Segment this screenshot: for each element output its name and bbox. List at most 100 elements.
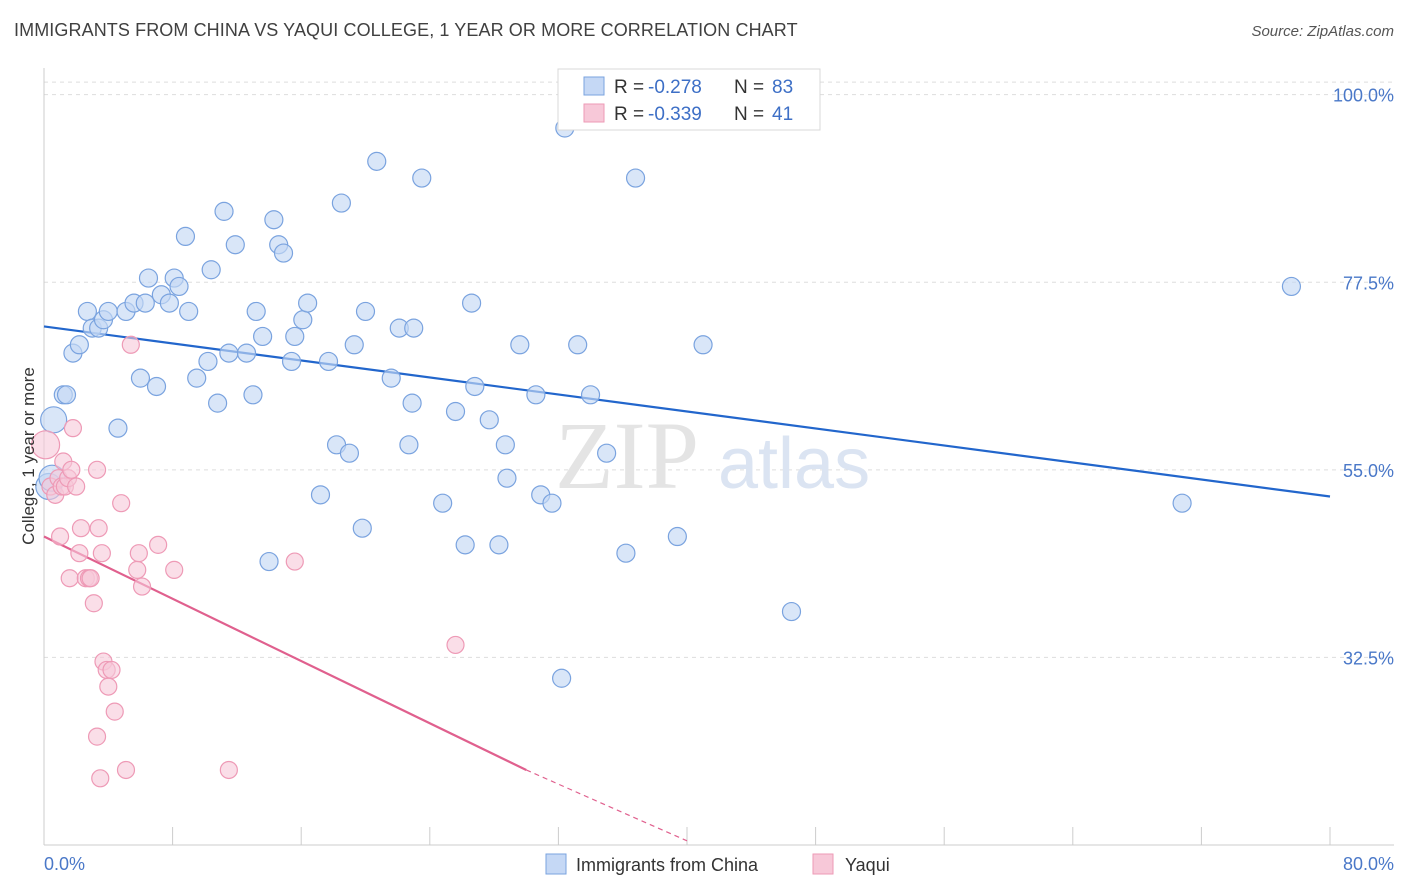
watermark-atlas: atlas <box>718 424 870 504</box>
point-yaqui-25 <box>99 677 118 696</box>
point-china-80 <box>693 335 713 355</box>
point-china-41 <box>285 326 305 347</box>
point-china-49 <box>344 335 364 355</box>
source-label: Source: ZipAtlas.com <box>1251 23 1394 40</box>
point-china-6 <box>69 335 89 355</box>
point-china-68 <box>510 335 530 355</box>
point-china-20 <box>159 293 179 313</box>
point-china-64 <box>479 410 499 430</box>
point-china-24 <box>175 226 196 247</box>
point-china-55 <box>399 435 419 455</box>
point-china-16 <box>135 293 155 313</box>
y-tick-label-3: 32.5% <box>1343 648 1394 668</box>
chart-title: IMMIGRANTS FROM CHINA VS YAQUI COLLEGE, … <box>14 20 798 40</box>
point-yaqui-13 <box>70 544 89 563</box>
point-yaqui-26 <box>102 660 121 680</box>
point-china-12 <box>108 418 128 438</box>
point-china-77 <box>616 543 636 563</box>
point-china-31 <box>225 235 245 255</box>
point-china-65 <box>489 535 509 555</box>
point-yaqui-35 <box>165 560 184 579</box>
point-yaqui-22 <box>92 544 111 563</box>
point-china-82 <box>1172 493 1192 513</box>
point-china-18 <box>146 376 167 397</box>
point-china-39 <box>273 243 294 263</box>
point-china-48 <box>339 443 360 463</box>
point-china-50 <box>352 518 372 538</box>
point-china-28 <box>208 393 228 413</box>
point-yaqui-30 <box>121 335 140 354</box>
point-yaqui-9 <box>60 569 79 588</box>
point-yaqui-0 <box>31 430 61 460</box>
legend-r-label-pink: R = <box>614 104 644 125</box>
point-china-60 <box>445 401 466 422</box>
y-tick-label-2: 55.0% <box>1343 461 1394 481</box>
point-china-30 <box>219 343 239 363</box>
point-china-26 <box>198 351 218 372</box>
point-yaqui-11 <box>63 419 83 438</box>
point-china-34 <box>246 301 266 322</box>
legend-swatch-blue <box>583 76 605 96</box>
legend-n-label-pink: N = <box>734 104 764 125</box>
legend-n-label-blue: N = <box>734 77 764 98</box>
point-china-56 <box>402 393 422 413</box>
point-china-78 <box>625 168 646 188</box>
y-tick-labels: 100.0% 77.5% 55.0% 32.5% <box>1333 86 1394 669</box>
bottom-legend: Immigrants from China Yaqui <box>545 853 890 875</box>
trend-lines <box>43 325 1331 842</box>
legend-n-value-blue: 83 <box>772 77 793 98</box>
point-china-72 <box>552 668 572 688</box>
point-china-42 <box>293 310 313 330</box>
y-tick-label-1: 77.5% <box>1343 273 1394 293</box>
point-china-61 <box>455 535 475 555</box>
legend: R = -0.278 N = 83 R = -0.339 N = 41 <box>557 68 821 131</box>
point-china-44 <box>310 485 331 505</box>
point-yaqui-27 <box>105 702 124 721</box>
grid <box>44 81 1394 658</box>
bottom-legend-label-yaqui: Yaqui <box>845 855 890 875</box>
watermark-zip: ZIP <box>555 402 699 509</box>
x-tick-label-max: 80.0% <box>1343 854 1394 874</box>
trend-line-china <box>43 325 1331 498</box>
point-china-83 <box>1281 276 1302 297</box>
point-china-2 <box>40 406 68 434</box>
point-china-17 <box>138 268 159 288</box>
point-china-71 <box>542 493 562 513</box>
point-yaqui-14 <box>71 519 91 538</box>
legend-r-value-blue: -0.278 <box>648 77 702 98</box>
point-china-15 <box>130 368 151 388</box>
legend-swatch-pink <box>583 103 605 123</box>
point-china-45 <box>318 351 339 372</box>
point-china-74 <box>568 335 588 355</box>
point-china-51 <box>355 301 376 322</box>
bottom-legend-label-china: Immigrants from China <box>576 855 759 875</box>
point-china-37 <box>264 210 284 230</box>
point-china-25 <box>187 368 207 388</box>
point-china-32 <box>236 343 257 363</box>
point-yaqui-31 <box>128 560 147 579</box>
point-china-27 <box>201 260 221 280</box>
point-china-67 <box>497 468 517 488</box>
legend-n-value-pink: 41 <box>772 104 793 125</box>
point-china-53 <box>381 368 401 388</box>
point-china-76 <box>597 443 617 463</box>
y-axis-title: College, 1 year or more <box>19 367 38 545</box>
point-yaqui-37 <box>285 552 304 571</box>
point-yaqui-28 <box>112 494 131 513</box>
point-china-36 <box>259 551 279 572</box>
point-china-59 <box>433 493 453 513</box>
point-yaqui-34 <box>149 535 168 554</box>
point-china-52 <box>367 151 387 171</box>
point-china-22 <box>169 276 189 297</box>
point-yaqui-17 <box>81 569 100 588</box>
point-yaqui-40 <box>87 727 107 746</box>
point-china-47 <box>331 193 351 213</box>
point-yaqui-20 <box>89 519 108 538</box>
point-yaqui-21 <box>91 769 110 788</box>
point-china-43 <box>298 293 318 313</box>
point-yaqui-33 <box>132 577 152 596</box>
point-china-79 <box>667 526 687 547</box>
point-china-7 <box>77 301 98 322</box>
point-china-35 <box>253 326 273 347</box>
